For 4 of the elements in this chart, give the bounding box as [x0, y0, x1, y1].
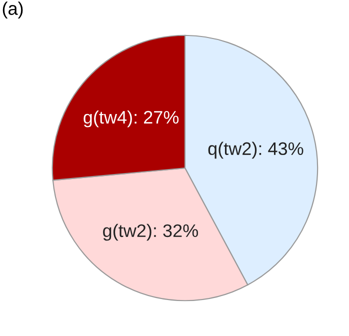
chart-title: (a)	[2, 2, 23, 19]
slice-label: q(tw2): 43%	[208, 142, 304, 159]
slice-label: g(tw2): 32%	[103, 224, 198, 241]
slice-label: g(tw4): 27%	[84, 110, 179, 128]
